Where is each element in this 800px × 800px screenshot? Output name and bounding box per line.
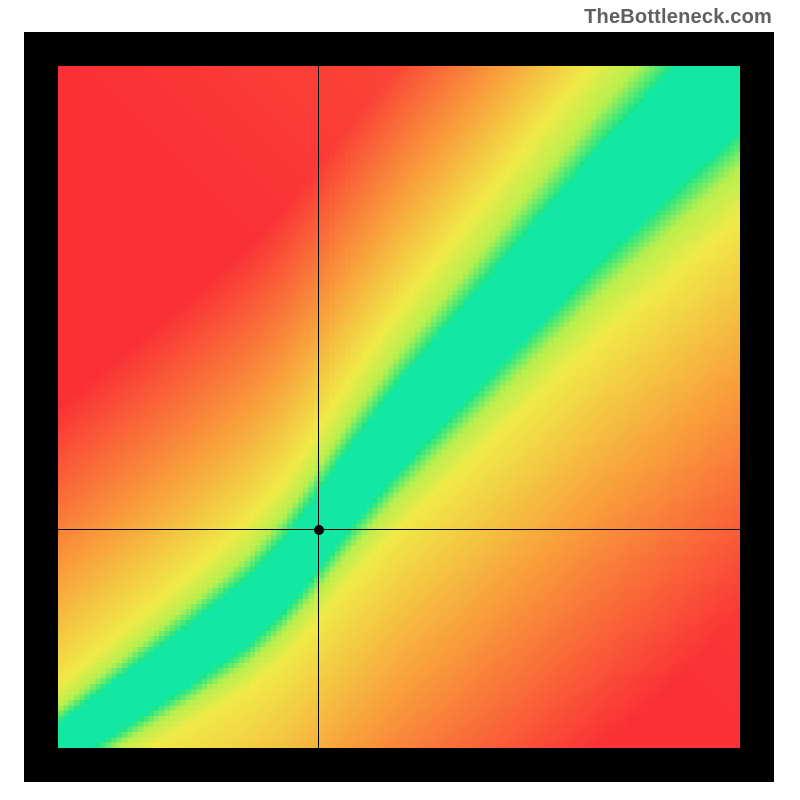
figure-container: TheBottleneck.com bbox=[0, 0, 800, 800]
watermark-text: TheBottleneck.com bbox=[584, 6, 772, 29]
plot-area bbox=[58, 66, 740, 748]
marker-point bbox=[314, 525, 324, 535]
crosshair-vertical bbox=[318, 66, 319, 748]
heatmap-canvas bbox=[58, 66, 740, 748]
plot-frame bbox=[24, 32, 774, 782]
crosshair-horizontal bbox=[58, 529, 740, 530]
